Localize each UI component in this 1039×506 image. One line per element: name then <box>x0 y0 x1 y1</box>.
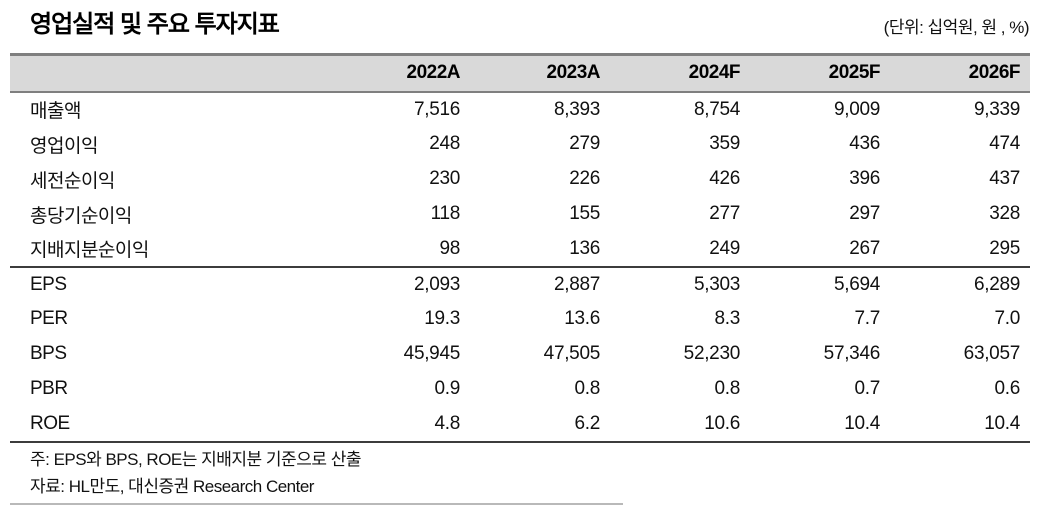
cell-value: 2,093 <box>330 265 470 302</box>
cell-value: 230 <box>429 168 460 189</box>
cell-value: 19.3 <box>424 308 460 329</box>
cell-value: 248 <box>429 133 460 154</box>
page-title: 영업실적 및 주요 투자지표 <box>30 11 280 38</box>
table-row: BPS 45,945 47,505 52,230 57,346 63,057 <box>10 337 1030 372</box>
cell-value: 0.7 <box>854 378 880 399</box>
footnote-source: 자료: HL만도, 대신증권 Research Center <box>30 477 314 496</box>
cell-value: 0.8 <box>714 378 740 399</box>
cell-value: 226 <box>569 168 600 189</box>
cell-value: 155 <box>569 203 600 224</box>
year-column-header: 2023A <box>470 53 610 93</box>
cell-value: 8,754 <box>693 98 740 120</box>
cell-value: 426 <box>709 168 740 189</box>
row-label: 세전순이익 <box>30 170 115 192</box>
cell-value: 7.0 <box>994 308 1020 329</box>
ratios-section: EPS 2,093 2,887 5,303 5,694 6,289 PER 19… <box>10 265 1030 443</box>
cell-value: 47,505 <box>543 343 601 364</box>
cell-value: 45,945 <box>403 343 461 364</box>
cell-value: 0.6 <box>994 378 1020 399</box>
cell-value: 277 <box>709 203 740 224</box>
year-column-header: 2022A <box>330 53 470 93</box>
row-label: ROE <box>10 406 330 443</box>
financials-section: 매출액 7,516 8,393 8,754 9,009 9,339 영업이익 2… <box>10 92 1030 267</box>
footnote-note: 주: EPS와 BPS, ROE는 지배지분 기준으로 산출 <box>30 450 361 469</box>
cell-value: 8,393 <box>553 98 600 120</box>
bottom-divider <box>10 503 623 505</box>
cell-value: 118 <box>430 203 461 224</box>
cell-value: 249 <box>709 237 740 259</box>
cell-value: 9,339 <box>973 98 1020 120</box>
table-row: 총당기순이익 118 155 277 297 328 <box>10 197 1030 232</box>
cell-value: 63,057 <box>963 343 1021 364</box>
table-row: EPS 2,093 2,887 5,303 5,694 6,289 <box>10 265 1030 302</box>
cell-value: 13.6 <box>564 308 600 329</box>
row-label: 영업이익 <box>30 135 98 157</box>
cell-value: 7.7 <box>854 308 880 329</box>
metric-column-header <box>10 53 330 93</box>
cell-value: 10.4 <box>750 406 890 443</box>
cell-value: 437 <box>989 168 1020 189</box>
cell-value: 4.8 <box>330 406 470 443</box>
cell-value: 10.4 <box>890 406 1030 443</box>
cell-value: 52,230 <box>683 343 741 364</box>
row-label: PBR <box>30 378 68 399</box>
cell-value: 279 <box>569 133 600 154</box>
cell-value: 0.8 <box>574 378 600 399</box>
table-row: 영업이익 248 279 359 436 474 <box>10 127 1030 162</box>
year-column-header: 2024F <box>610 53 750 93</box>
cell-value: 297 <box>849 203 880 224</box>
cell-value: 0.9 <box>434 378 460 399</box>
unit-label: (단위: 십억원, 원 , %) <box>883 18 1030 37</box>
cell-value: 5,694 <box>750 265 890 302</box>
cell-value: 328 <box>989 203 1020 224</box>
row-label: 지배지분순이익 <box>30 240 149 261</box>
cell-value: 9,009 <box>833 98 880 120</box>
table-row: 세전순이익 230 226 426 396 437 <box>10 162 1030 197</box>
cell-value: 136 <box>569 237 600 259</box>
cell-value: 7,516 <box>413 98 460 120</box>
cell-value: 267 <box>849 237 880 259</box>
table-row: 지배지분순이익 98 136 249 267 295 <box>10 232 1030 267</box>
row-label: 총당기순이익 <box>30 205 132 227</box>
year-column-header: 2026F <box>890 53 1030 93</box>
year-column-header: 2025F <box>750 53 890 93</box>
table-row: PER 19.3 13.6 8.3 7.7 7.0 <box>10 302 1030 337</box>
row-label: BPS <box>30 343 67 364</box>
footnotes: 주: EPS와 BPS, ROE는 지배지분 기준으로 산출 자료: HL만도,… <box>30 446 361 500</box>
cell-value: 5,303 <box>610 265 750 302</box>
cell-value: 2,887 <box>470 265 610 302</box>
table-header-row: 2022A 2023A 2024F 2025F 2026F <box>10 53 1030 93</box>
row-label: PER <box>30 308 68 329</box>
cell-value: 6.2 <box>470 406 610 443</box>
cell-value: 98 <box>439 237 460 259</box>
cell-value: 57,346 <box>823 343 881 364</box>
cell-value: 295 <box>989 237 1020 259</box>
cell-value: 396 <box>849 168 880 189</box>
row-label: EPS <box>10 265 330 302</box>
cell-value: 436 <box>849 133 880 154</box>
cell-value: 6,289 <box>890 265 1030 302</box>
table-row: ROE 4.8 6.2 10.6 10.4 10.4 <box>10 406 1030 443</box>
cell-value: 8.3 <box>714 308 740 329</box>
table-row: PBR 0.9 0.8 0.8 0.7 0.6 <box>10 372 1030 407</box>
cell-value: 359 <box>709 133 740 154</box>
table-row: 매출액 7,516 8,393 8,754 9,009 9,339 <box>10 92 1030 127</box>
row-label: 매출액 <box>30 101 81 122</box>
table-header-bar: 영업실적 및 주요 투자지표 (단위: 십억원, 원 , %) <box>30 4 1030 39</box>
cell-value: 474 <box>989 133 1020 154</box>
cell-value: 10.6 <box>610 406 750 443</box>
financial-table: 2022A 2023A 2024F 2025F 2026F 매출액 7,516 … <box>10 53 1030 443</box>
